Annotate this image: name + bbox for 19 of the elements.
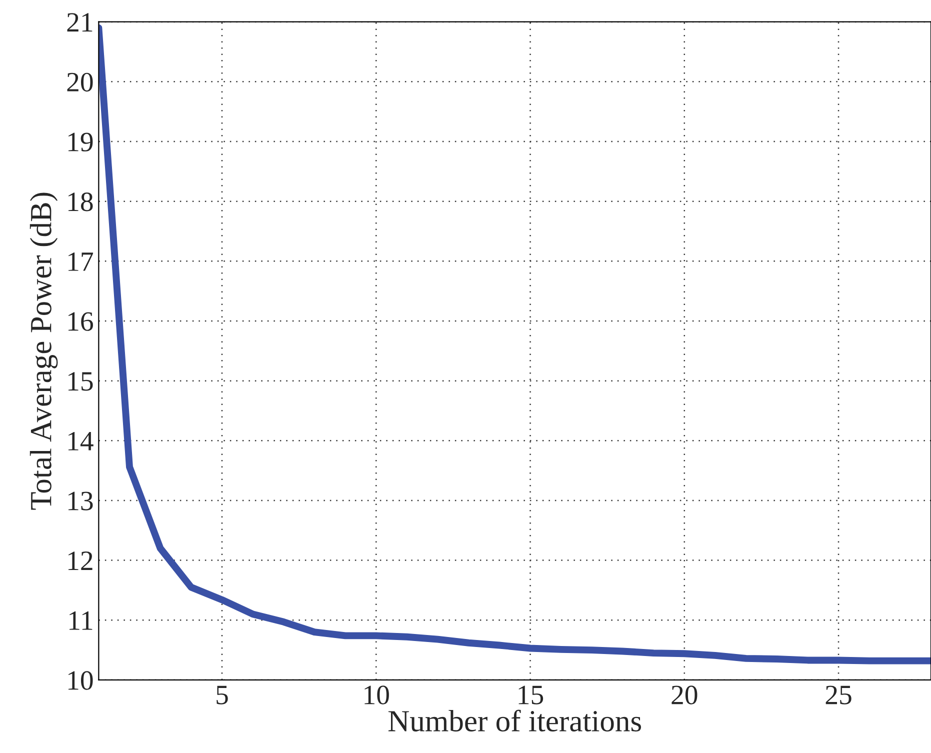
- y-tick-label: 21: [67, 13, 92, 32]
- x-axis-title: Number of iterations: [388, 710, 642, 732]
- y-tick-label: 18: [68, 192, 93, 212]
- y-tick-label: 19: [68, 132, 93, 152]
- x-tick-label: 25: [826, 686, 852, 704]
- y-axis-title: Total Average Power (dB): [30, 192, 58, 510]
- y-tick-label: 20: [67, 72, 93, 92]
- y-tick-label: 17: [68, 252, 94, 271]
- y-tick-label: 11: [70, 611, 92, 630]
- x-tick-label: 5: [216, 686, 228, 704]
- x-tick-label: 10: [364, 686, 389, 704]
- x-tick-label: 20: [672, 686, 698, 704]
- y-tick-label: 10: [68, 671, 93, 690]
- x-tick-label: 15: [518, 686, 544, 704]
- y-tick-label: 12: [68, 552, 92, 570]
- y-tick-label: 15: [68, 372, 93, 391]
- y-tick-label: 14: [68, 432, 94, 450]
- y-tick-label: 13: [68, 492, 93, 510]
- y-tick-label: 16: [68, 312, 93, 331]
